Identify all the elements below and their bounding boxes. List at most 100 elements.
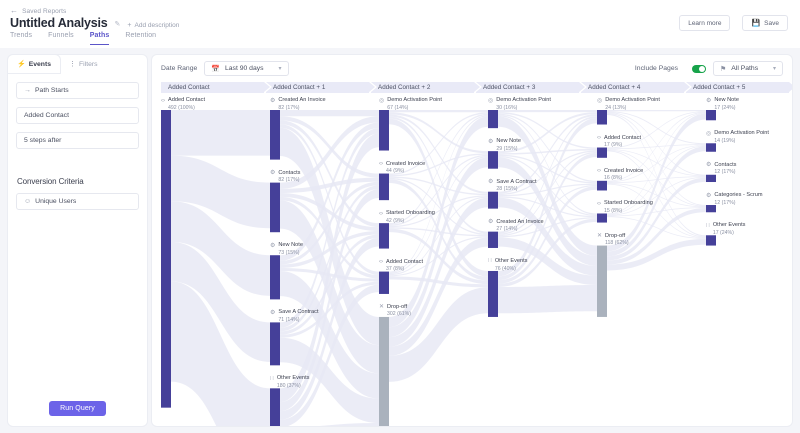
sankey-column-header: Added Contact + 3 — [476, 82, 587, 93]
date-range-label: Date Range — [161, 65, 198, 72]
run-query-button[interactable]: Run Query — [49, 401, 106, 416]
sankey-link — [607, 113, 706, 237]
sankey-link — [280, 122, 379, 261]
analysis-tabs: Trends Funnels Paths Retention — [10, 32, 156, 45]
back-to-saved-reports-link[interactable]: ← Saved Reports — [10, 7, 66, 15]
sankey-node-bar[interactable] — [379, 173, 389, 201]
sankey-link — [280, 181, 379, 265]
tab-retention[interactable]: Retention — [125, 32, 157, 39]
sankey-link — [171, 201, 270, 296]
tab-funnels[interactable]: Funnels — [48, 32, 74, 39]
sankey-link — [607, 112, 706, 182]
sankey-link — [498, 153, 597, 281]
sankey-node-bar[interactable] — [597, 110, 607, 125]
sankey-node-bar[interactable] — [597, 147, 607, 158]
sankey-node-bar[interactable] — [379, 316, 389, 426]
add-description-button[interactable]: + Add description — [127, 22, 179, 29]
sankey-node-bar[interactable] — [488, 191, 498, 209]
sankey-node-bar[interactable] — [706, 235, 716, 246]
chevron-down-icon: ▾ — [278, 66, 282, 72]
sankey-column-header: Added Contact + 2 — [371, 82, 482, 93]
sankey-link — [280, 231, 379, 268]
sankey-link — [498, 112, 597, 150]
sankey-link — [389, 177, 488, 236]
path-starts-label: Path Starts — [35, 87, 69, 94]
sankey-node-bar[interactable] — [706, 110, 716, 121]
sankey-node-bar[interactable] — [488, 270, 498, 317]
sankey-link — [280, 133, 379, 403]
arrow-left-icon: ← — [10, 6, 19, 15]
sankey-node-bar[interactable] — [706, 174, 716, 183]
date-range-select[interactable]: 📅 Last 90 days ▾ — [204, 61, 289, 76]
calendar-icon: 📅 — [211, 65, 220, 73]
sankey-link — [280, 192, 379, 232]
learn-more-label: Learn more — [688, 19, 722, 27]
sankey-link — [389, 287, 488, 382]
sankey-column-header: Added Contact + 1 — [266, 82, 377, 93]
include-pages-toggle[interactable] — [692, 64, 706, 73]
sankey-link — [607, 113, 706, 252]
sankey-node-bar[interactable] — [379, 223, 389, 249]
steps-after-field[interactable]: 5 steps after — [16, 132, 139, 149]
sankey-node-bar[interactable] — [270, 110, 280, 160]
sankey-link — [389, 179, 488, 281]
sankey-node-bar[interactable] — [270, 182, 280, 233]
sankey-link — [607, 113, 706, 206]
sankey-node-bar[interactable] — [597, 245, 607, 317]
sankey-link — [498, 150, 597, 196]
lightning-icon: ⚡ — [17, 61, 26, 68]
sankey-link — [389, 176, 488, 196]
sidebar-tab-events[interactable]: ⚡ Events — [8, 55, 61, 73]
sidebar-tab-filters-label: Filters — [79, 60, 98, 68]
sankey-link — [280, 196, 379, 279]
sankey-link — [498, 184, 597, 237]
sankey-node-bar[interactable] — [597, 213, 607, 223]
sankey-node-bar[interactable] — [488, 151, 498, 169]
sankey-link — [389, 276, 488, 288]
paths-select[interactable]: ⚑ All Paths ▾ — [713, 61, 783, 76]
path-starts-field[interactable]: → Path Starts — [16, 82, 139, 99]
sankey-link — [389, 115, 488, 273]
sankey-node-bar[interactable] — [706, 143, 716, 152]
sankey-node-bar[interactable] — [597, 180, 607, 191]
sankey-node-bar[interactable] — [488, 231, 498, 248]
sankey-link — [389, 110, 488, 113]
conversion-criteria-field[interactable]: ☺ Unique Users — [16, 193, 139, 210]
sankey-node-bar[interactable] — [706, 205, 716, 213]
sankey-node-bar[interactable] — [270, 322, 280, 366]
sidebar-tab-filters[interactable]: ⋮ Filters — [60, 55, 107, 73]
sankey-link — [607, 183, 706, 208]
sankey-column-header-label: Added Contact + 1 — [273, 84, 326, 91]
sankey-node-bar[interactable] — [270, 255, 280, 300]
sankey-node-bar[interactable] — [488, 110, 498, 129]
sankey-column-header-label: Added Contact + 2 — [378, 84, 431, 91]
save-button[interactable]: 💾 Save — [742, 15, 788, 31]
paths-value: All Paths — [731, 65, 759, 72]
learn-more-button[interactable]: Learn more — [679, 15, 731, 31]
sankey-node-bar[interactable] — [161, 110, 171, 408]
tab-trends[interactable]: Trends — [10, 32, 33, 39]
sankey-link — [498, 112, 597, 154]
sankey-link — [607, 150, 706, 238]
start-event-field[interactable]: Added Contact — [16, 107, 139, 124]
sankey-link — [607, 110, 706, 112]
sidebar-tabs: ⚡ Events ⋮ Filters — [8, 55, 147, 73]
start-event-label: Added Contact — [24, 112, 69, 119]
paths-toolbar: Date Range 📅 Last 90 days ▾ Include Page… — [152, 55, 792, 82]
tab-paths[interactable]: Paths — [89, 32, 110, 45]
back-link-label: Saved Reports — [22, 7, 67, 15]
sankey-link — [498, 157, 597, 266]
sankey-node-bar[interactable] — [379, 110, 389, 151]
sankey-node-bar[interactable] — [270, 388, 280, 426]
sankey-node-bar[interactable] — [379, 271, 389, 294]
query-sidebar: ⚡ Events ⋮ Filters → Path Starts Added C… — [8, 55, 147, 426]
paths-main-panel: Date Range 📅 Last 90 days ▾ Include Page… — [152, 55, 792, 426]
pencil-icon[interactable]: ✎ — [114, 21, 121, 28]
sankey-link — [280, 185, 379, 332]
sankey-link — [498, 149, 597, 155]
chevron-down-icon: ▾ — [772, 66, 776, 72]
conversion-criteria-heading: Conversion Criteria — [17, 177, 84, 186]
sidebar-tab-events-label: Events — [28, 60, 52, 68]
sankey-link — [607, 238, 706, 271]
